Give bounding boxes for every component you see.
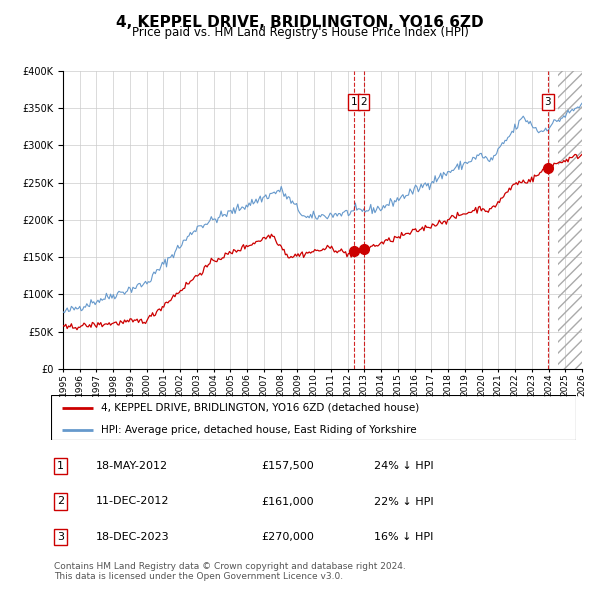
Text: Price paid vs. HM Land Registry's House Price Index (HPI): Price paid vs. HM Land Registry's House … <box>131 26 469 39</box>
Text: 24% ↓ HPI: 24% ↓ HPI <box>374 461 433 471</box>
Text: 1: 1 <box>57 461 64 471</box>
Text: 3: 3 <box>545 97 551 107</box>
Text: 2: 2 <box>360 97 367 107</box>
Text: 4, KEPPEL DRIVE, BRIDLINGTON, YO16 6ZD: 4, KEPPEL DRIVE, BRIDLINGTON, YO16 6ZD <box>116 15 484 30</box>
Text: 22% ↓ HPI: 22% ↓ HPI <box>374 497 433 506</box>
Text: £270,000: £270,000 <box>261 532 314 542</box>
Text: 1: 1 <box>350 97 357 107</box>
Bar <box>558 71 582 369</box>
Text: £157,500: £157,500 <box>261 461 314 471</box>
Text: 3: 3 <box>57 532 64 542</box>
Text: 18-MAY-2012: 18-MAY-2012 <box>95 461 168 471</box>
Text: HPI: Average price, detached house, East Riding of Yorkshire: HPI: Average price, detached house, East… <box>101 425 416 435</box>
Text: 16% ↓ HPI: 16% ↓ HPI <box>374 532 433 542</box>
Text: 2: 2 <box>57 497 64 506</box>
Text: 18-DEC-2023: 18-DEC-2023 <box>95 532 169 542</box>
Text: 4, KEPPEL DRIVE, BRIDLINGTON, YO16 6ZD (detached house): 4, KEPPEL DRIVE, BRIDLINGTON, YO16 6ZD (… <box>101 403 419 412</box>
Text: £161,000: £161,000 <box>261 497 314 506</box>
Text: Contains HM Land Registry data © Crown copyright and database right 2024.
This d: Contains HM Land Registry data © Crown c… <box>54 562 406 581</box>
Text: 11-DEC-2012: 11-DEC-2012 <box>95 497 169 506</box>
